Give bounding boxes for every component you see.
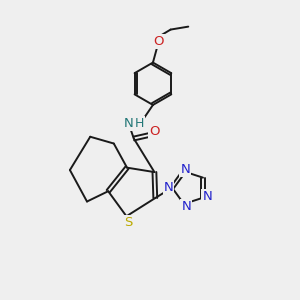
Text: S: S	[124, 216, 133, 229]
Text: N: N	[202, 190, 212, 203]
Text: N: N	[164, 181, 173, 194]
Text: N: N	[181, 163, 190, 176]
Text: O: O	[154, 35, 164, 48]
Text: H: H	[135, 117, 144, 130]
Text: N: N	[124, 117, 134, 130]
Text: N: N	[182, 200, 191, 213]
Text: O: O	[149, 125, 160, 138]
